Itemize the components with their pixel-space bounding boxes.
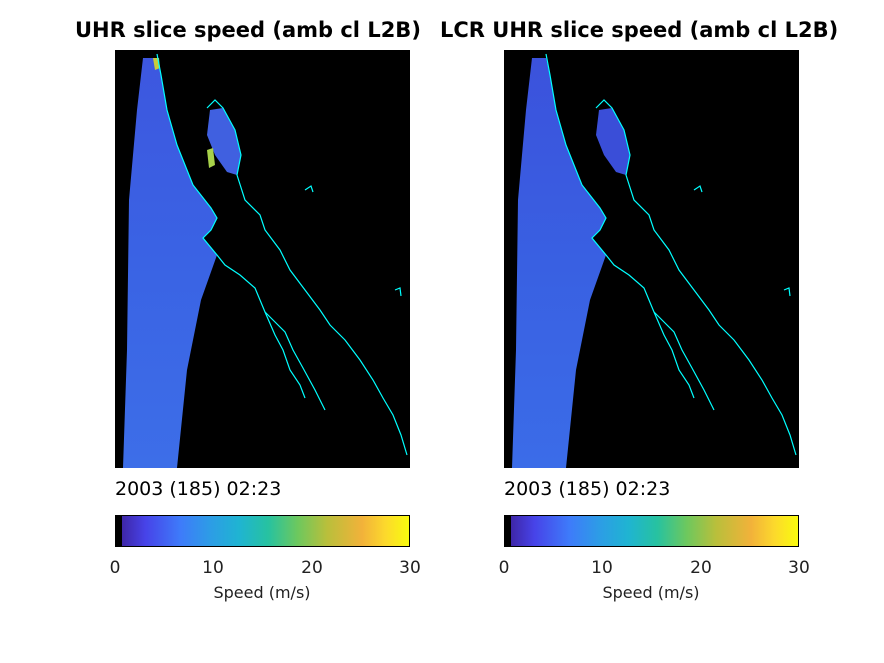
left-high-speed-patch bbox=[207, 148, 215, 168]
left-colorbar-tick-3: 30 bbox=[399, 558, 421, 578]
left-gulf-patch bbox=[207, 108, 241, 175]
left-colorbar-tick-0: 0 bbox=[109, 558, 121, 578]
right-timestamp: 2003 (185) 02:23 bbox=[504, 478, 671, 500]
left-coastline bbox=[156, 53, 408, 456]
left-swath bbox=[123, 58, 217, 468]
left-speed-map bbox=[115, 50, 410, 468]
left-panel-title: UHR slice speed (amb cl L2B) bbox=[75, 18, 421, 42]
left-timestamp: 2003 (185) 02:23 bbox=[115, 478, 282, 500]
right-colorbar-tick-3: 30 bbox=[788, 558, 810, 578]
right-coastline bbox=[545, 53, 797, 456]
left-colorbar-tick-1: 10 bbox=[202, 558, 224, 578]
left-colorbar-tick-2: 20 bbox=[301, 558, 323, 578]
right-panel-title: LCR UHR slice speed (amb cl L2B) bbox=[440, 18, 839, 42]
right-colorbar-tick-2: 20 bbox=[690, 558, 712, 578]
right-colorbar-tick-1: 10 bbox=[591, 558, 613, 578]
left-colorbar bbox=[115, 515, 410, 547]
right-colorbar-tick-0: 0 bbox=[498, 558, 510, 578]
right-swath bbox=[512, 58, 606, 468]
right-speed-map bbox=[504, 50, 799, 468]
right-gulf-patch bbox=[596, 108, 630, 175]
right-colorbar bbox=[504, 515, 799, 547]
right-colorbar-label: Speed (m/s) bbox=[602, 583, 700, 602]
left-colorbar-label: Speed (m/s) bbox=[213, 583, 311, 602]
